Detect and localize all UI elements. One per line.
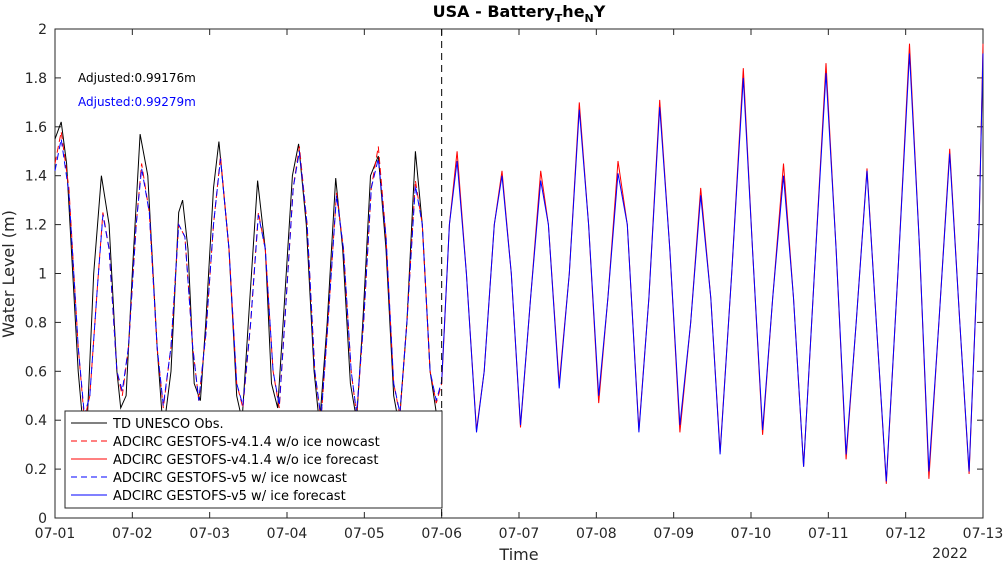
tick-marks xyxy=(54,28,984,519)
y-tick-label: 0.6 xyxy=(25,364,47,380)
adjusted-annotation-blue: Adjusted:0.99279m xyxy=(78,95,196,109)
y-tick-label: 0.2 xyxy=(25,462,47,478)
x-tick-label: 07-07 xyxy=(499,526,540,542)
x-axis-title: Time xyxy=(498,545,538,562)
y-tick-label: 1.4 xyxy=(25,169,47,185)
y-tick-labels: 0 0.2 0.4 0.6 0.8 1 1.2 1.4 1.6 1.8 2 xyxy=(25,22,47,527)
y-tick-label: 0 xyxy=(38,511,47,527)
legend-label-obs: TD UNESCO Obs. xyxy=(112,417,224,432)
x-tick-label: 07-09 xyxy=(653,526,694,542)
x-tick-label: 07-13 xyxy=(963,526,1004,542)
x-tick-label: 07-03 xyxy=(189,526,230,542)
y-tick-label: 1.8 xyxy=(25,71,47,87)
series-lines xyxy=(54,43,984,484)
x-tick-label: 07-08 xyxy=(576,526,617,542)
x-tick-label: 07-04 xyxy=(267,526,308,542)
y-tick-label: 2 xyxy=(38,22,47,38)
y-tick-label: 0.8 xyxy=(25,315,47,331)
y-tick-label: 1.6 xyxy=(25,120,47,136)
legend-label-v414-forecast: ADCIRC GESTOFS-v4.1.4 w/o ice forecast xyxy=(113,453,378,468)
x-tick-label: 07-02 xyxy=(112,526,153,542)
legend-label-v414-nowcast: ADCIRC GESTOFS-v4.1.4 w/o ice nowcast xyxy=(113,435,380,450)
legend-label-v5-forecast: ADCIRC GESTOFS-v5 w/ ice forecast xyxy=(113,489,346,504)
legend-label-v5-nowcast: ADCIRC GESTOFS-v5 w/ ice nowcast xyxy=(113,471,347,486)
x-tick-label: 07-12 xyxy=(885,526,926,542)
x-tick-labels: 07-01 07-02 07-03 07-04 07-05 07-06 07-07 07-08… xyxy=(35,526,1004,542)
x-tick-label: 07-06 xyxy=(421,526,462,542)
x-tick-label: 07-05 xyxy=(344,526,385,542)
v5-nowcast-line xyxy=(54,138,443,418)
y-tick-label: 1 xyxy=(38,267,47,283)
x-tick-label: 07-01 xyxy=(35,526,76,542)
y-tick-label: 1.2 xyxy=(25,218,47,234)
y-axis-title: Water Level (m) xyxy=(0,210,18,338)
chart-title: USA - BatteryTheNY xyxy=(433,2,606,25)
x-tick-label: 07-11 xyxy=(808,526,849,542)
v5-forecast-line xyxy=(441,53,984,482)
y-tick-label: 0.4 xyxy=(25,413,47,429)
year-label: 2022 xyxy=(932,546,968,562)
legend: TD UNESCO Obs. ADCIRC GESTOFS-v4.1.4 w/o… xyxy=(64,410,443,509)
legend-box xyxy=(64,410,443,509)
adjusted-annotation-black: Adjusted:0.99176m xyxy=(78,71,196,85)
x-tick-label: 07-10 xyxy=(731,526,772,542)
